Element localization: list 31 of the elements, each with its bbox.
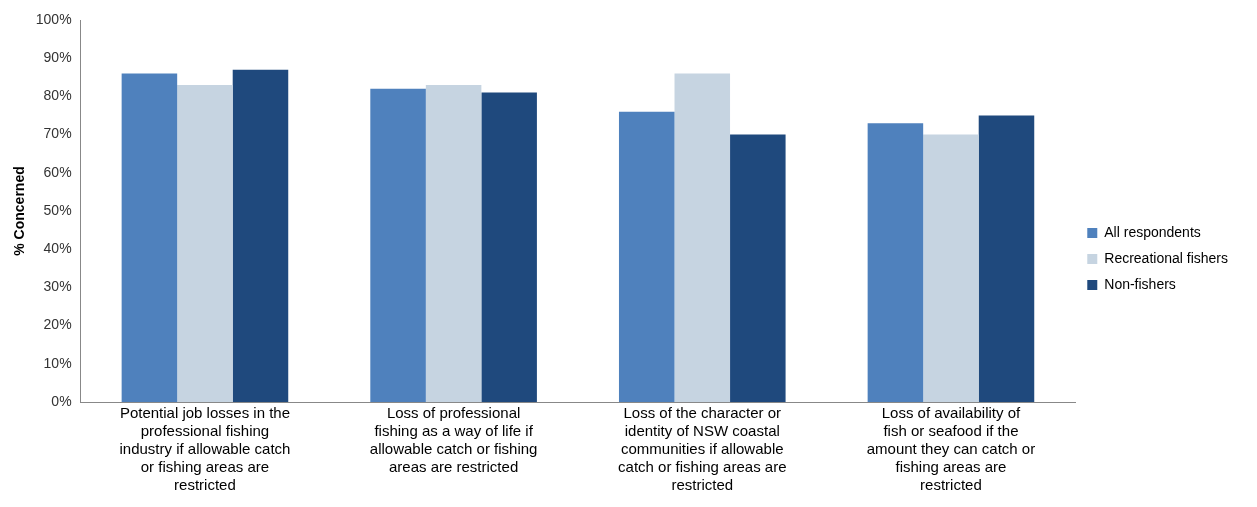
- legend-label: Non-fishers: [1104, 275, 1176, 292]
- y-tick-label: 80%: [43, 87, 72, 104]
- y-tick-label: 40%: [43, 240, 72, 257]
- bar: [674, 73, 731, 402]
- y-tick-label: 30%: [43, 278, 72, 295]
- y-axis-title: % Concerned: [11, 166, 28, 256]
- y-tick-label: 10%: [43, 354, 72, 371]
- bar: [177, 84, 233, 402]
- y-tick-label: 0%: [51, 392, 72, 409]
- bar: [121, 73, 178, 402]
- bar: [923, 134, 979, 402]
- y-tick-label: 60%: [43, 163, 72, 180]
- y-tick-label: 90%: [43, 49, 72, 66]
- bar: [370, 88, 426, 402]
- x-tick-label: Potential job losses in the professional fishing industry if allowable catch or fishing areas are restricted: [119, 404, 291, 494]
- bar: [867, 123, 924, 402]
- bar: [978, 115, 1035, 402]
- bar: [618, 111, 675, 402]
- x-tick-label: Loss of professional fishing as a way of life if allowable catch or fishing areas are restricted: [369, 404, 538, 476]
- x-tick-label: Loss of availability of fish or seafood if the amount they can catch or fishing areas are restricted: [866, 404, 1036, 494]
- bar: [730, 134, 786, 402]
- y-tick-label: 70%: [43, 125, 72, 142]
- y-tick-label: 20%: [43, 316, 72, 333]
- y-tick-label: 50%: [43, 201, 72, 218]
- x-tick-label: Loss of the character or identity of NSW coastal communities if allowable catch or fishing areas are restricted: [618, 404, 787, 494]
- y-tick-label: 100%: [35, 10, 72, 27]
- bar: [481, 92, 537, 402]
- legend-label: All respondents: [1104, 223, 1201, 240]
- bar: [232, 69, 289, 402]
- bar: [425, 84, 482, 402]
- legend-label: Recreational fishers: [1104, 249, 1229, 266]
